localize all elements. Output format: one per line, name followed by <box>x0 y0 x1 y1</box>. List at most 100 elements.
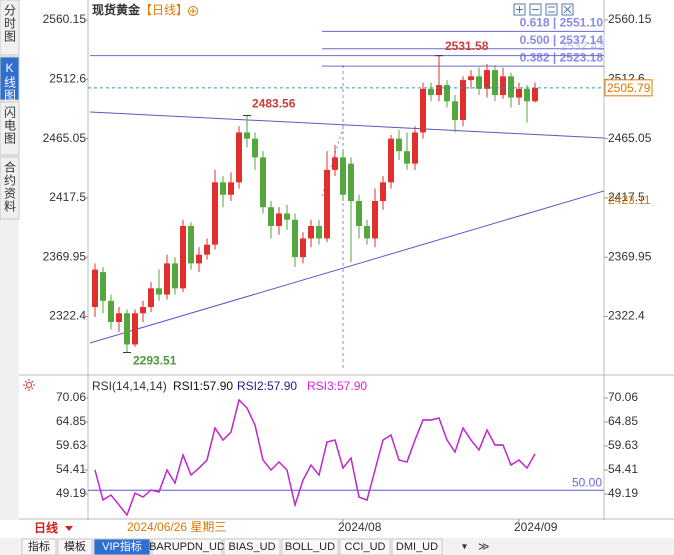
candle-body <box>164 263 170 295</box>
candle-body <box>276 213 282 226</box>
tab-label[interactable]: 模板 <box>64 539 86 553</box>
y-tick-label-right: 59.63 <box>608 438 638 452</box>
tab[interactable] <box>57 538 93 555</box>
y-tick-label-left: 2369.95 <box>43 249 87 263</box>
tab[interactable] <box>281 538 339 555</box>
candle-body <box>116 313 122 322</box>
y-tick-label-right: 64.85 <box>608 414 638 428</box>
candle-body <box>260 157 266 208</box>
candle-body <box>476 76 482 89</box>
candle-body <box>468 76 474 81</box>
candle-body <box>212 182 218 245</box>
last-price-box <box>604 79 653 97</box>
candle-body <box>436 85 442 96</box>
candle-body <box>244 132 250 139</box>
candle-body <box>92 269 98 308</box>
sidebar-tab-label[interactable]: 合约资料 <box>3 160 17 213</box>
candle-body <box>356 201 362 226</box>
overlay-label: 2532.42 <box>561 39 605 53</box>
candle-body <box>516 88 522 98</box>
y-tick-label-left: 2512.6 <box>49 71 86 85</box>
candle-body <box>412 132 418 164</box>
y-tick-label-right: 2560.15 <box>608 12 652 26</box>
y-tick-label-right: 70.06 <box>608 390 638 404</box>
sidebar-tab[interactable] <box>0 56 20 101</box>
legend-entry: RSI2:57.90 <box>237 379 297 393</box>
y-tick-label-right: 54.41 <box>608 462 638 476</box>
candle-body <box>204 244 210 255</box>
x-tick-label: 2024/09 <box>514 520 558 534</box>
tab[interactable] <box>21 538 57 555</box>
candle-body <box>252 138 258 158</box>
toolbar-icons[interactable] <box>513 3 574 16</box>
tab-scroll[interactable]: ≫ <box>478 541 490 553</box>
candle-body <box>500 76 506 96</box>
candle-body <box>228 182 234 195</box>
trendline-upper <box>89 111 605 139</box>
candle-body <box>492 70 498 96</box>
last-price-label: 2505.79 <box>607 81 651 95</box>
candle-body <box>348 163 354 202</box>
candle-body <box>428 88 434 96</box>
crosshair-date: 2024/06/26 星期三 <box>127 520 226 534</box>
y-tick-label-left: 2465.05 <box>43 131 87 145</box>
candle-body <box>100 272 106 301</box>
candle-body <box>300 238 306 258</box>
y-tick-label-left: 2417.5 <box>49 190 86 204</box>
period-label: 【日线】 <box>140 3 188 17</box>
candle-body <box>340 157 346 195</box>
candle-body <box>148 288 154 308</box>
tab-label[interactable]: BOLL_UD <box>285 541 335 553</box>
tab-label[interactable]: BARUPDN_UD <box>149 541 225 553</box>
candle-body <box>108 300 114 322</box>
candle-body <box>484 70 490 89</box>
candle-body <box>404 151 410 164</box>
period-dropdown[interactable] <box>65 526 73 531</box>
tab-label[interactable]: VIP指标 <box>102 539 142 553</box>
level-label: 50.00 <box>572 475 602 489</box>
tab[interactable] <box>339 538 391 555</box>
candle-body <box>380 182 386 202</box>
add-icon[interactable] <box>188 6 198 16</box>
candle-body <box>140 307 146 314</box>
candle-body <box>268 207 274 226</box>
candle-body <box>172 263 178 289</box>
tab-label[interactable]: BIAS_UD <box>228 541 275 553</box>
candle-body <box>308 225 314 239</box>
fib-label: 0.382 | 2523.18 <box>520 50 604 64</box>
y-tick-label-right: 2465.05 <box>608 131 652 145</box>
tab-label[interactable]: 指标 <box>28 539 50 553</box>
y-tick-label-left: 49.19 <box>56 486 86 500</box>
tabs: 指标 模板 VIP指标 BARUPDN_UD BIAS_UD BOLL_UD CCI_UD D… <box>21 538 443 555</box>
fib-label: 0.618 | 2551.10 <box>520 15 604 29</box>
sidebar-tab[interactable] <box>0 156 20 220</box>
candle-body <box>364 225 370 239</box>
candle-body <box>316 225 322 239</box>
rsi-line <box>94 398 536 517</box>
tab[interactable] <box>151 538 223 555</box>
tab-more[interactable]: ▾ <box>462 542 467 553</box>
sidebar-tab-label[interactable]: 分时图 <box>3 4 17 43</box>
tab-label[interactable]: DMI_UD <box>396 541 438 553</box>
sidebar-tab[interactable] <box>0 0 20 56</box>
sidebar-tab-label[interactable]: K线图 <box>3 61 17 102</box>
y-tick-label-right: 2322.4 <box>608 309 645 323</box>
candle-body <box>132 313 138 345</box>
legend-entry: RSI1:57.90 <box>173 379 233 393</box>
candle-body <box>532 87 538 102</box>
sidebar-tab[interactable] <box>0 101 20 156</box>
candle-body <box>236 132 242 183</box>
candle-body <box>284 213 290 220</box>
y-tick-label-left: 70.06 <box>56 390 86 404</box>
candle-body <box>156 288 162 295</box>
sidebar-tab-label[interactable]: 闪电图 <box>3 106 17 145</box>
tab[interactable] <box>391 538 443 555</box>
candle-body <box>196 254 202 264</box>
tab-label[interactable]: CCI_UD <box>345 541 386 553</box>
rsi-title: RSI(14,14,14) <box>92 379 167 393</box>
tab[interactable] <box>223 538 281 555</box>
period-button[interactable]: 日线 <box>34 520 58 535</box>
tab[interactable] <box>93 538 151 555</box>
extreme-label: 2293.51 <box>133 354 177 368</box>
